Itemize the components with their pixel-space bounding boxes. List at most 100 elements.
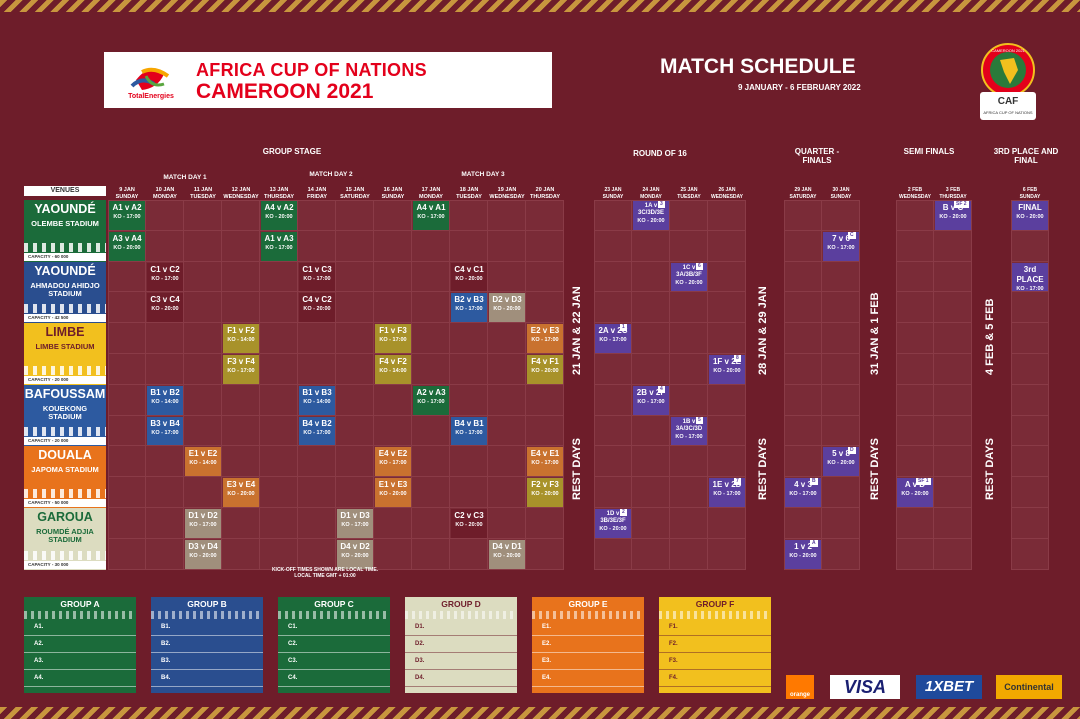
- match-cell[interactable]: D1 v D2 KO - 17:00: [185, 509, 221, 538]
- match-cell[interactable]: C1 v C2 KO - 17:00: [147, 262, 183, 292]
- match-cell[interactable]: F1 v F3 KO - 17:00: [375, 324, 411, 353]
- match-kickoff: KO - 20:00: [939, 214, 967, 220]
- match-cell[interactable]: F1 v F2 KO - 14:00: [223, 324, 259, 353]
- group-box: GROUP C C1. C2. C3. C4.: [278, 597, 390, 693]
- match-number-tag: 7: [734, 478, 741, 486]
- match-cell[interactable]: C1 v C3 KO - 17:00: [299, 262, 335, 292]
- ko-grid-cell: [822, 292, 860, 324]
- grid-cell: [374, 200, 412, 231]
- knockout-match[interactable]: 3rd PLACE KO - 17:00: [1012, 262, 1048, 292]
- ko-grid-cell: [934, 261, 972, 293]
- match-cell[interactable]: D1 v D3 KO - 17:00: [337, 509, 373, 538]
- grid-cell: [146, 477, 184, 508]
- match-teams: B1 v B2: [150, 387, 180, 397]
- match-cell[interactable]: B1 v B2 KO - 14:00: [147, 385, 183, 415]
- ko-grid-cell: [708, 323, 746, 354]
- grid-cell: [146, 323, 184, 354]
- date-header: 16 JAN SUNDAY: [374, 187, 412, 201]
- ko-grid-cell: [632, 415, 670, 447]
- grid-cell: [108, 323, 146, 354]
- match-cell[interactable]: D3 v D4 KO - 20:00: [185, 539, 221, 569]
- caf-top-text: CAMEROON 2021: [991, 48, 1025, 53]
- date-day: 19 JAN: [497, 187, 517, 193]
- match-teams: A3 v A4: [112, 233, 142, 243]
- ko-grid-cell: [896, 384, 934, 416]
- match-kickoff: KO - 20:00: [455, 522, 483, 528]
- title-line-1: AFRICA CUP OF NATIONS: [196, 60, 427, 80]
- match-cell[interactable]: B4 v B2 KO - 17:00: [299, 416, 335, 446]
- group-stage-title: GROUP STAGE: [262, 147, 322, 156]
- ko-date-header: 30 JAN SUNDAY: [822, 187, 860, 201]
- date-weekday: TUESDAY: [677, 194, 701, 200]
- match-kickoff: KO - 20:00: [493, 552, 521, 559]
- knockout-match[interactable]: FINAL KO - 20:00: [1012, 201, 1048, 230]
- match-teams: C4 v C2: [302, 295, 332, 305]
- grid-cell: [374, 261, 412, 293]
- group-title: GROUP B: [187, 599, 227, 609]
- match-cell[interactable]: E1 v E3 KO - 20:00: [375, 478, 411, 507]
- match-cell[interactable]: F2 v F3 KO - 20:00: [527, 478, 563, 507]
- match-cell[interactable]: D2 v D3 KO - 20:00: [489, 293, 525, 323]
- match-cell[interactable]: A4 v A2 KO - 20:00: [261, 201, 297, 230]
- match-cell[interactable]: C4 v C2 KO - 20:00: [299, 293, 335, 323]
- ko-grid-cell: [934, 477, 972, 508]
- match-teams: B4 v B1: [454, 418, 484, 428]
- match-cell[interactable]: A1 v A2 KO - 17:00: [109, 201, 145, 230]
- group-slot: F4.: [659, 670, 771, 687]
- grid-cell: [260, 261, 298, 293]
- match-cell[interactable]: C2 v C3 KO - 20:00: [451, 509, 487, 538]
- venue-pattern: [24, 489, 106, 498]
- group-slot: B4.: [151, 670, 263, 687]
- match-cell[interactable]: A4 v A1 KO - 17:00: [413, 201, 449, 230]
- knockout-match[interactable]: 7 v 6 KO - 17:00: [823, 231, 859, 261]
- match-cell[interactable]: E4 v E1 KO - 17:00: [527, 447, 563, 477]
- label-rest-days-1: REST DAYS: [571, 438, 583, 500]
- match-cell[interactable]: E4 v E2 KO - 17:00: [375, 447, 411, 477]
- match-cell[interactable]: C4 v C1 KO - 20:00: [451, 262, 487, 292]
- grid-cell: [146, 354, 184, 385]
- match-cell[interactable]: A3 v A4 KO - 20:00: [109, 231, 145, 261]
- match-cell[interactable]: B1 v B3 KO - 14:00: [299, 385, 335, 415]
- ko-grid-cell: [784, 200, 822, 231]
- match-cell[interactable]: D4 v D2 KO - 20:00: [337, 539, 373, 569]
- match-kickoff: KO - 17:00: [341, 522, 369, 528]
- venue-stadium: LIMBE STADIUM: [35, 342, 95, 352]
- grid-cell: [336, 477, 374, 508]
- ko-grid-cell: [784, 415, 822, 447]
- match-teams: C4 v C1: [454, 264, 484, 274]
- footnote-line-1: KICK-OFF TIMES SHOWN ARE LOCAL TIME.: [271, 567, 379, 573]
- ko-grid-cell: [594, 354, 632, 385]
- knockout-match[interactable]: A v D KO - 20:00: [897, 478, 933, 507]
- match-cell[interactable]: E1 v E2 KO - 14:00: [185, 447, 221, 477]
- venue-capacity: CAPACITY - 20 000: [24, 375, 106, 384]
- ko-grid-cell: [896, 415, 934, 447]
- ko-grid-cell: [670, 384, 708, 416]
- match-cell[interactable]: B4 v B1 KO - 17:00: [451, 416, 487, 446]
- match-cell[interactable]: A1 v A3 KO - 17:00: [261, 231, 297, 261]
- ko-grid-cell: [896, 292, 934, 324]
- knockout-match[interactable]: B v C KO - 20:00: [935, 201, 971, 230]
- match-teams: 1D v 3B/3E/3F: [600, 511, 626, 524]
- ko-grid-cell: [670, 446, 708, 478]
- match-cell[interactable]: F4 v F2 KO - 14:00: [375, 355, 411, 384]
- match-cell[interactable]: F3 v F4 KO - 17:00: [223, 355, 259, 384]
- match-cell[interactable]: E3 v E4 KO - 20:00: [223, 478, 259, 507]
- match-cell[interactable]: E2 v E3 KO - 17:00: [527, 324, 563, 353]
- match-cell[interactable]: C3 v C4 KO - 20:00: [147, 293, 183, 323]
- match-cell[interactable]: B2 v B3 KO - 17:00: [451, 293, 487, 323]
- match-cell[interactable]: D4 v D1 KO - 20:00: [489, 539, 525, 569]
- group-slot: E3.: [532, 653, 644, 670]
- match-cell[interactable]: B3 v B4 KO - 17:00: [147, 416, 183, 446]
- venue-city: BAFOUSSAM: [24, 386, 106, 401]
- match-cell[interactable]: F4 v F1 KO - 20:00: [527, 355, 563, 384]
- ko-grid-cell: [708, 230, 746, 262]
- match-teams: D2 v D3: [492, 295, 522, 305]
- match-kickoff: KO - 20:00: [713, 368, 741, 374]
- ko-grid-cell: [1011, 538, 1049, 570]
- date-day: 18 JAN: [459, 187, 479, 193]
- match-kickoff: KO - 17:00: [637, 398, 665, 405]
- venue-label: GAROUA ROUMDÉ ADJIA STADIUM: [24, 510, 106, 544]
- match-kickoff: KO - 14:00: [227, 337, 255, 344]
- match-cell[interactable]: A2 v A3 KO - 17:00: [413, 385, 449, 415]
- ko-date-header: 6 FEB SUNDAY: [1011, 187, 1049, 201]
